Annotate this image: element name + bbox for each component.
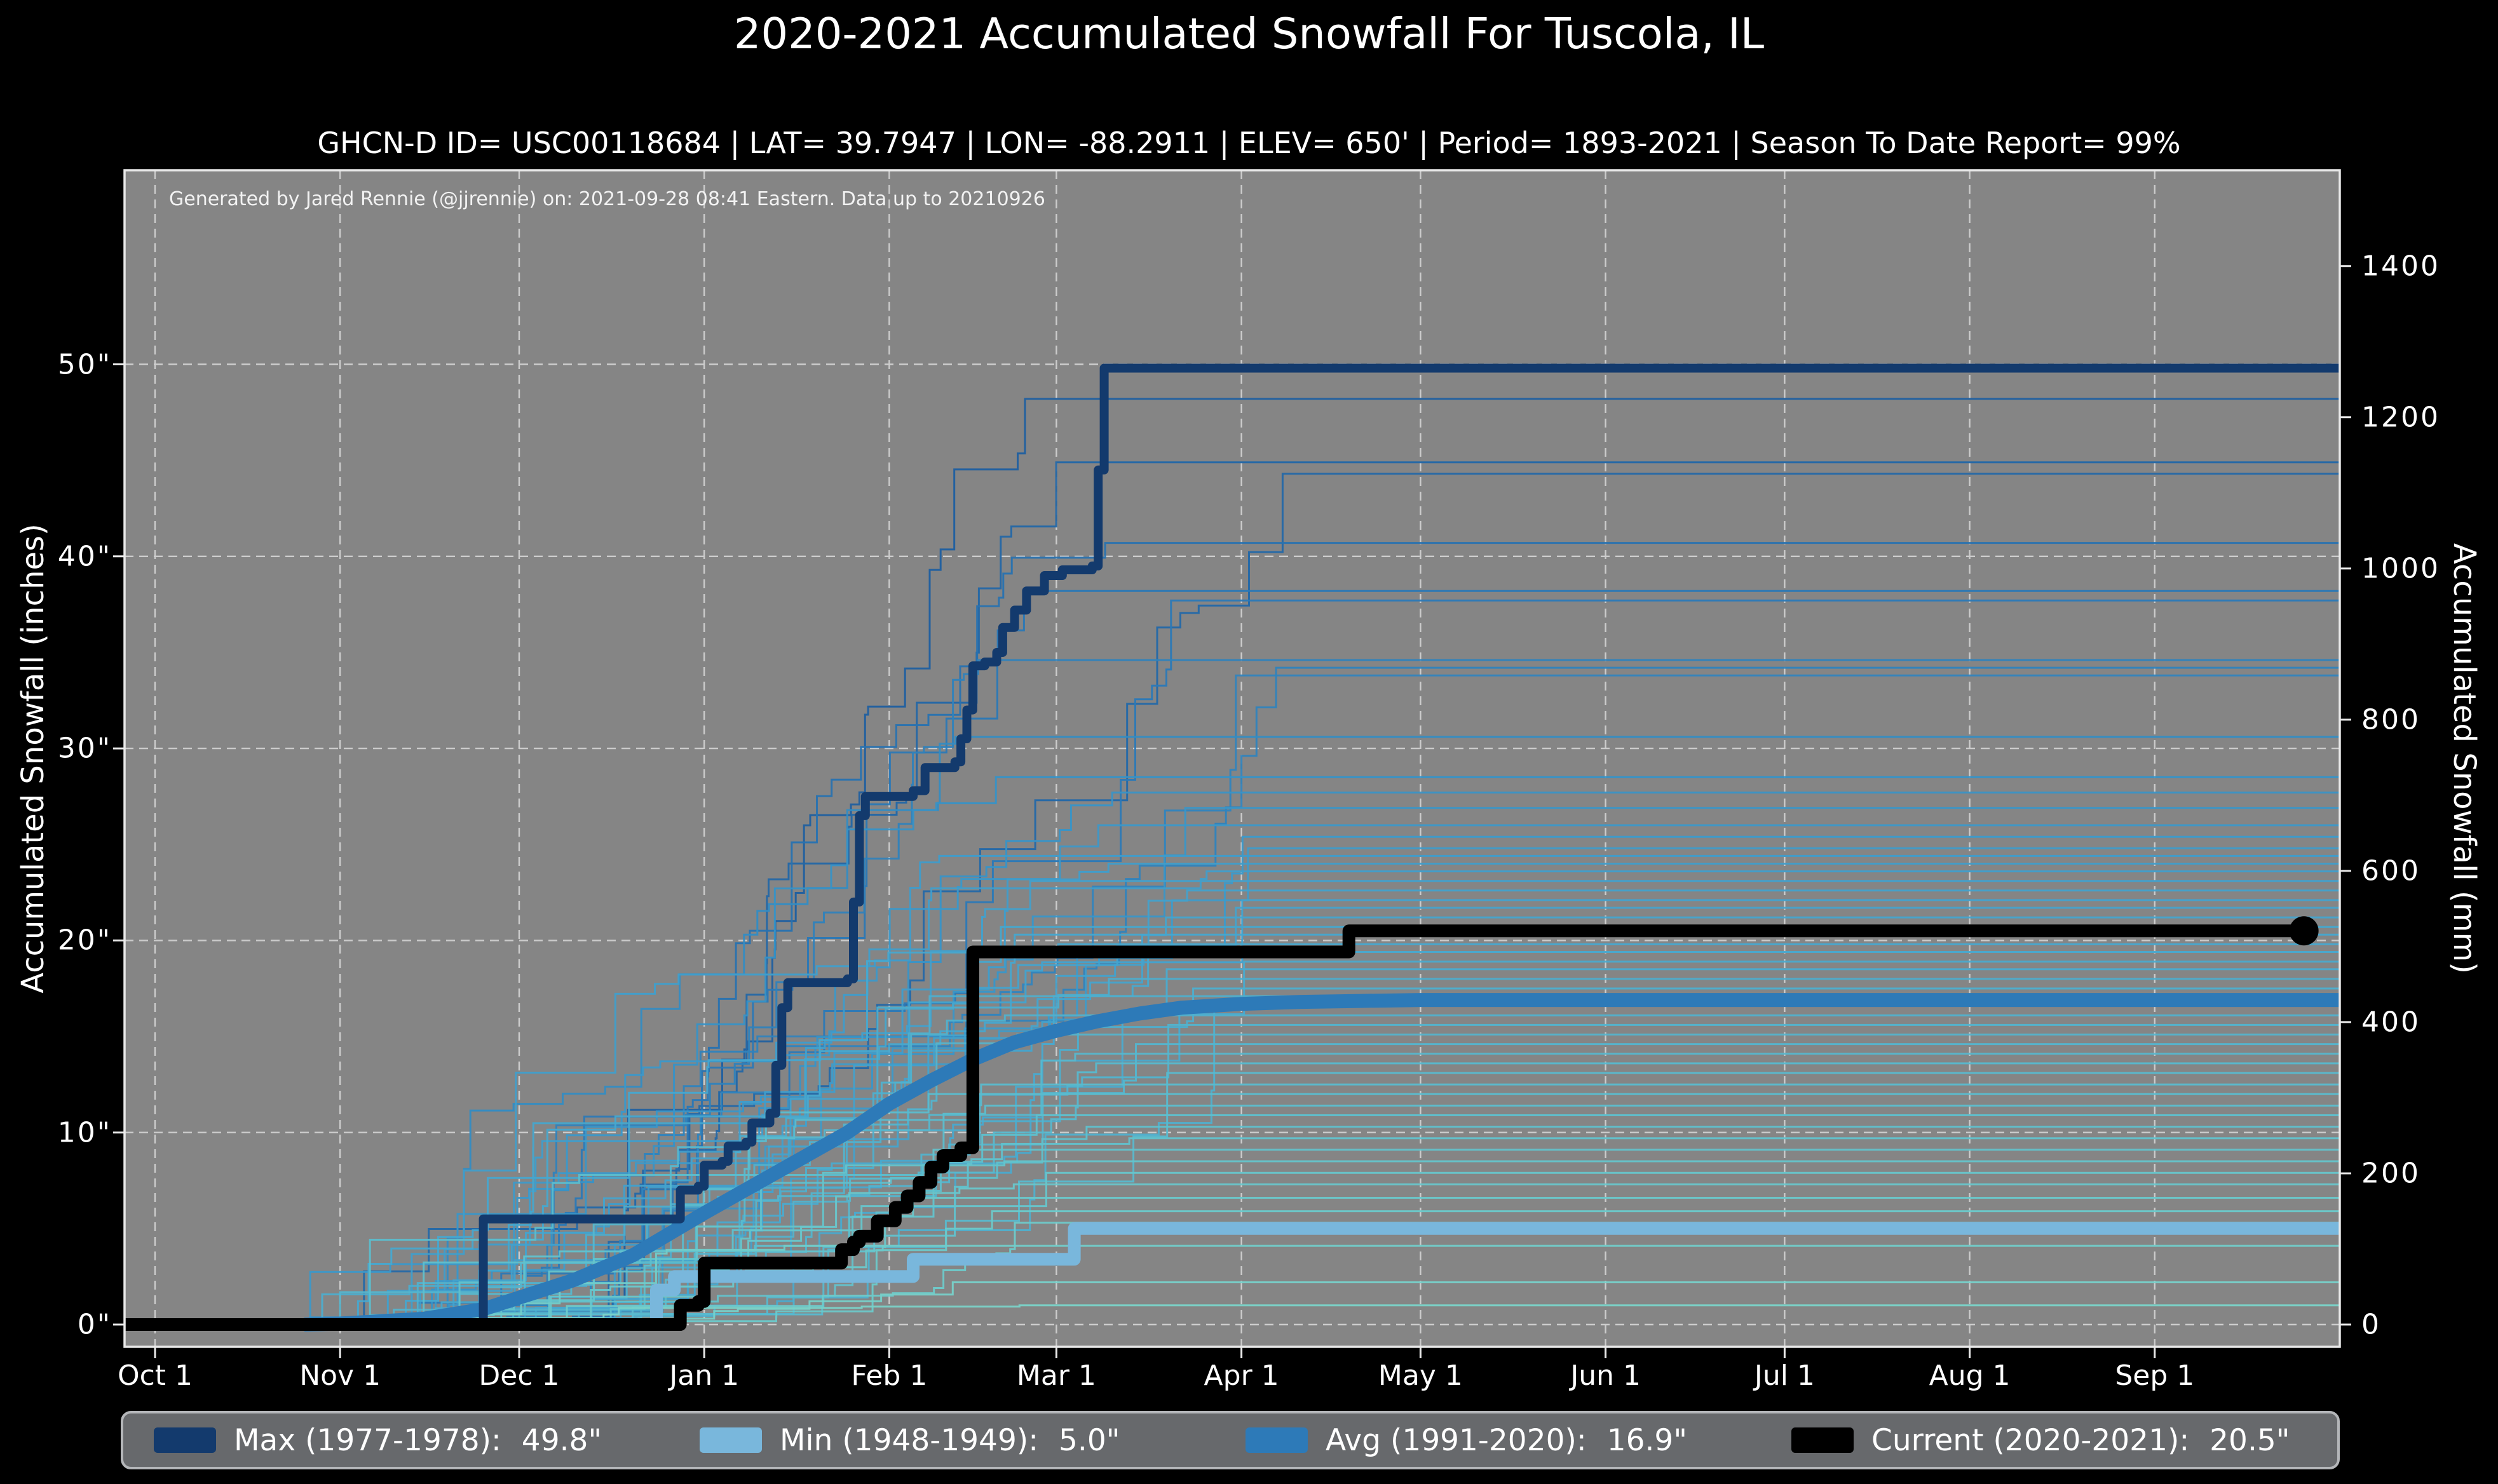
legend-label: Min (1948-1949): (780, 1422, 1039, 1458)
current-swatch (1791, 1427, 1854, 1453)
legend-label: Current (2020-2021): (1871, 1422, 2190, 1458)
legend-item-max: Max (1977-1978): 49.8" (154, 1423, 700, 1458)
y-axis-label-mm: Accumulated Snowfall (mm) (2447, 543, 2482, 974)
y-left-tick-label: 0" (77, 1308, 112, 1341)
season-line (512, 1004, 2340, 1325)
y-right-tick-label: 0 (2361, 1308, 2381, 1341)
y-axis-label-inches: Accumulated Snowfall (inches) (15, 523, 51, 994)
legend-item-avg: Avg (1991-2020): 16.9" (1246, 1423, 1791, 1458)
chart-title: 2020-2021 Accumulated Snowfall For Tusco… (733, 9, 1765, 58)
max-line (125, 363, 2340, 1329)
plot-background (125, 170, 2340, 1347)
season-line (566, 1222, 2340, 1325)
y-right-tick-label: 600 (2361, 854, 2420, 887)
season-line (632, 1062, 2340, 1325)
y-right-tick-label: 1200 (2361, 401, 2440, 434)
y-left-tick-label: 50" (57, 348, 112, 381)
y-left-tick-label: 20" (57, 924, 112, 957)
season-line (405, 933, 2340, 1325)
season-line (435, 1183, 2340, 1325)
x-tick-label: Nov 1 (299, 1359, 381, 1392)
x-tick-label: Oct 1 (117, 1359, 193, 1392)
x-tick-label: Jun 1 (1570, 1359, 1641, 1392)
x-tick-label: Apr 1 (1204, 1359, 1279, 1392)
x-tick-label: Jul 1 (1754, 1359, 1815, 1392)
legend-label: Max (1977-1978): (234, 1422, 501, 1458)
legend-value: 16.9" (1606, 1422, 1687, 1458)
max-swatch (154, 1427, 216, 1453)
x-tick-label: Feb 1 (851, 1359, 928, 1392)
y-left-tick-label: 40" (57, 540, 112, 573)
season-line (524, 854, 2340, 1325)
season-line (458, 1137, 2340, 1325)
season-line (548, 398, 2340, 1325)
legend-label: Avg (1991-2020): (1326, 1422, 1587, 1458)
season-line (411, 870, 2340, 1325)
legend-item-current: Current (2020-2021): 20.5" (1791, 1423, 2337, 1458)
x-tick-label: May 1 (1378, 1359, 1463, 1392)
season-line (518, 987, 2340, 1325)
season-line (386, 807, 2340, 1325)
legend-value: 5.0" (1059, 1422, 1120, 1458)
current-end-dot (2289, 916, 2319, 946)
y-left-tick-label: 30" (57, 732, 112, 765)
season-line (321, 978, 2340, 1325)
season-line (506, 674, 2340, 1325)
y-right-tick-label: 800 (2361, 703, 2420, 736)
legend: Max (1977-1978): 49.8" Min (1948-1949): 5.0… (121, 1411, 2340, 1469)
current-line (125, 924, 2304, 1331)
x-tick-label: Sep 1 (2115, 1359, 2195, 1392)
season-line (435, 835, 2340, 1325)
y-right-tick-label: 1400 (2361, 250, 2440, 283)
avg-swatch (1246, 1427, 1308, 1453)
tick-marks (113, 265, 2351, 1358)
legend-value: 49.8" (521, 1422, 602, 1458)
axes-spines (123, 169, 2341, 1348)
legend-item-min: Min (1948-1949): 5.0" (700, 1423, 1246, 1458)
season-line (309, 776, 2340, 1325)
plot-lines-layer (125, 170, 2340, 1347)
avg-line (304, 993, 2340, 1332)
x-tick-label: Aug 1 (1929, 1359, 2011, 1392)
season-line (363, 473, 2340, 1325)
season-line (356, 943, 2340, 1325)
season-line (416, 599, 2340, 1325)
legend-value: 20.5" (2210, 1422, 2290, 1458)
y-right-tick-label: 200 (2361, 1157, 2420, 1190)
attribution-text: Generated by Jared Rennie (@jjrennie) on… (169, 188, 1045, 210)
y-right-tick-label: 1000 (2361, 552, 2440, 585)
y-left-tick-label: 10" (57, 1116, 112, 1149)
season-line (440, 1304, 2340, 1325)
season-line (452, 907, 2340, 1325)
season-line (608, 461, 2340, 1325)
chart-subtitle: GHCN-D ID= USC00118684 | LAT= 39.7947 | … (317, 126, 2181, 160)
x-tick-label: Mar 1 (1016, 1359, 1096, 1392)
season-line (476, 659, 2340, 1325)
x-tick-label: Jan 1 (669, 1359, 740, 1392)
season-line (500, 1149, 2340, 1325)
min-swatch (700, 1427, 762, 1453)
season-line (458, 1245, 2340, 1325)
x-tick-label: Dec 1 (479, 1359, 560, 1392)
season-line (411, 1210, 2340, 1325)
y-right-tick-label: 400 (2361, 1006, 2420, 1039)
